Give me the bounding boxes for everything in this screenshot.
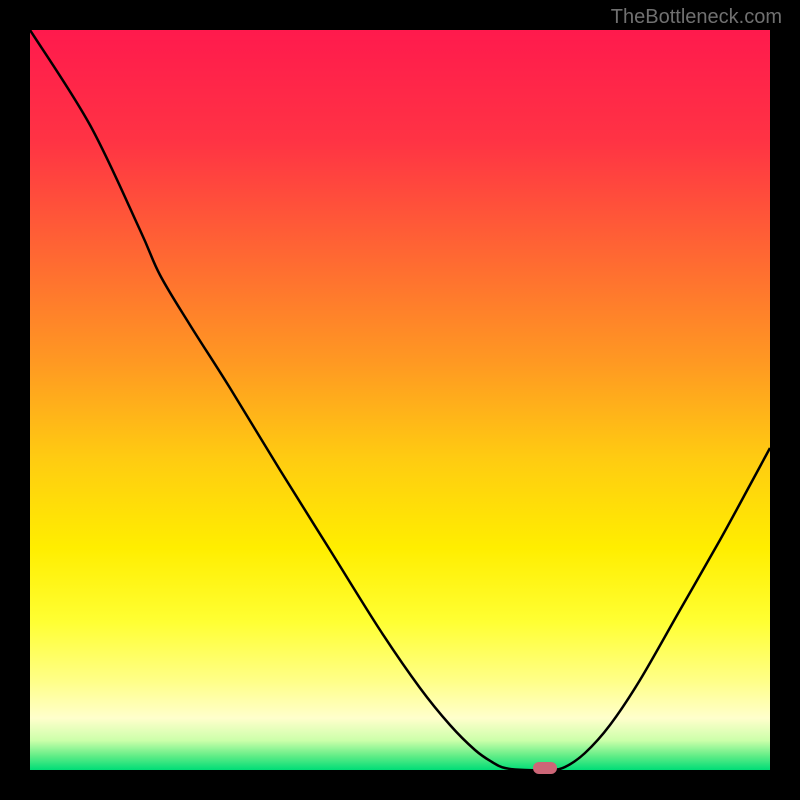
optimal-marker — [533, 762, 557, 774]
bottleneck-curve — [30, 30, 770, 770]
chart-container — [30, 30, 770, 770]
watermark-text: TheBottleneck.com — [611, 6, 782, 29]
